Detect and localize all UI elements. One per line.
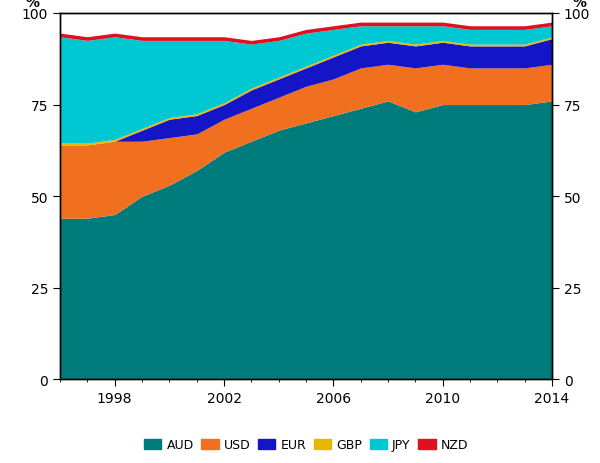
Text: %: % [572,0,586,10]
Legend: AUD, USD, EUR, GBP, JPY, NZD: AUD, USD, EUR, GBP, JPY, NZD [139,433,473,457]
Text: %: % [26,0,40,10]
